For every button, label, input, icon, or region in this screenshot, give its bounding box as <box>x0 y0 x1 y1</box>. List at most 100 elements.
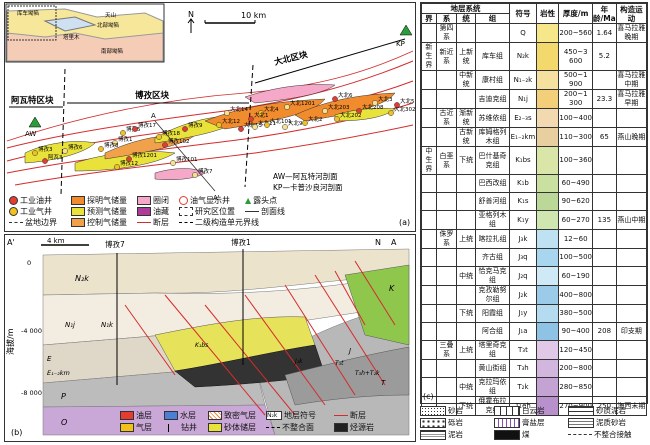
strat-tectonic: 印支期 <box>615 322 648 341</box>
block-label-boz: 博孜区块 <box>135 90 170 101</box>
strat-jie <box>421 174 437 193</box>
outcrop-kp-icon <box>399 24 413 36</box>
strat-jie <box>421 108 437 128</box>
legend-oil-trap: 油藏 <box>137 206 169 217</box>
legend-trap-label: 圈闭 <box>153 196 169 205</box>
unit-t: T <box>381 379 386 387</box>
strat-lith-cell <box>535 304 560 323</box>
strat-age <box>591 248 617 267</box>
well-marker <box>322 108 328 114</box>
strat-thickness: 110~300 <box>558 127 593 147</box>
well-marker <box>132 126 138 132</box>
strat-symbol: J₁y <box>508 304 537 323</box>
strat-thickness: 100~500 <box>558 248 593 267</box>
strat-tectonic <box>615 359 648 378</box>
unit-n1k: N₁k <box>101 321 114 329</box>
well-label: 博孜3 <box>38 145 53 153</box>
well-bz7-label: 博孜7 <box>105 239 125 249</box>
strat-jie <box>421 229 437 249</box>
well-label: 大北1 <box>254 111 269 119</box>
legend-study: 研究区位置 <box>179 206 235 217</box>
strat-tectonic: 海西末期 <box>615 396 648 416</box>
panel-a-label: (a) <box>399 218 410 227</box>
strat-symbol: J₂q <box>508 266 537 286</box>
block-label-dabei: 大北区块 <box>273 49 309 68</box>
source-swatch <box>334 423 348 432</box>
strat-row: 中统 克拉玛依组 T₂k 280~850 <box>421 377 648 397</box>
strat-zu: 恰克马克组 <box>474 266 510 286</box>
legend-oil-layer-label: 油层 <box>136 411 152 420</box>
strat-table: 地层系统 符号 岩性 厚度/m 年龄/Ma 构造运动 界 系 统 组 第四系 Q 2… <box>421 3 648 416</box>
legend-show: 油气显示井 <box>179 195 230 206</box>
strat-row: 阿合组 J₁a 90~400 208 印支期 <box>421 322 648 341</box>
legend-sand-label: 砂体储层 <box>224 423 256 432</box>
strat-row: 克孜勒努尔组 J₂k 400~800 <box>421 285 648 305</box>
section-fault-icon <box>334 415 348 416</box>
strat-age <box>591 304 617 323</box>
strat-xi <box>435 266 458 286</box>
th-tong: 统 <box>456 13 476 24</box>
legend-unit-label: 二级构造单元界线 <box>195 218 259 227</box>
oil-layer-swatch <box>120 411 134 420</box>
note-aw: AW—阿瓦特河剖面 <box>273 171 338 181</box>
north-arrow-icon <box>187 18 195 33</box>
legend-unit: 二级构造单元界线 <box>179 217 259 228</box>
legend-explore-label: 探明气储量 <box>87 196 127 205</box>
well-marker <box>98 146 104 152</box>
explore-gas-area-2 <box>294 92 396 122</box>
map-legend: 工业油井 探明气储量 圈闭 油气显示井 ▲ 露头点 工业气井 预测气储量 油藏 研… <box>9 195 339 229</box>
unit-n1j: N₁j <box>65 321 75 329</box>
well-marker <box>394 102 400 108</box>
strat-lith-cell <box>535 42 560 71</box>
lith-sandy-mud: 砂质泥岩 <box>568 405 626 416</box>
legend-sand: 砂体储层 <box>208 422 256 433</box>
muddy-sand-swatch <box>568 417 594 428</box>
well-marker <box>334 116 340 122</box>
legend-source: 烃源岩 <box>334 422 374 433</box>
strat-thickness: 120~450 <box>558 340 593 360</box>
legend-tight: 致密气层 <box>208 410 256 421</box>
lith-coal-label: 煤 <box>522 430 530 439</box>
explore-swatch <box>71 196 85 205</box>
strat-thickness: 90~400 <box>558 322 593 341</box>
well-label: 博孜6 <box>68 143 83 151</box>
legend-tight-label: 致密气层 <box>224 411 256 420</box>
strat-jie <box>421 210 437 230</box>
lith-dolomite-label: 白云岩 <box>522 406 545 415</box>
strat-lith-cell <box>535 192 560 211</box>
strat-tong <box>456 210 476 230</box>
legend-water-layer: 水层 <box>164 410 196 421</box>
strat-lith-cell <box>535 377 560 397</box>
strat-symbol: J₃q <box>508 248 537 267</box>
well-label: 博孜1 <box>118 135 133 143</box>
strat-age <box>591 192 617 211</box>
map-svg: 库车坳陷 天山 北部坳陷 南部坳陷 塔里木 N 10 km 阿瓦特区块 <box>5 3 416 227</box>
strat-row: 吉迪克组 N₁j 200~1 300 23.3 喜马拉雅早期 <box>421 89 648 109</box>
legend-oil-layer: 油层 <box>120 410 152 421</box>
well-label: 博孜1201 <box>132 151 157 159</box>
strat-age <box>591 359 617 378</box>
unit-n2k: N₂k <box>75 274 89 283</box>
th-lith: 岩性 <box>535 3 560 24</box>
legend-control-label: 控制气储量 <box>87 218 127 227</box>
outcrop-kp-label: KP <box>396 40 405 48</box>
strat-thickness: 280~850 <box>558 377 593 397</box>
strat-row: 黄山街组 T₃h 200~800 <box>421 359 648 378</box>
strat-zu: 库姆格列木组 <box>474 127 510 147</box>
strat-age: 1.64 <box>591 23 617 43</box>
strat-tong <box>456 322 476 341</box>
strat-tong: 上统 <box>456 340 476 360</box>
strat-thickness: 90~620 <box>558 192 593 211</box>
lith-sandstone: 砂岩 <box>420 405 463 416</box>
strat-age: 135 <box>591 210 617 230</box>
strat-symbol: N₂k <box>508 42 537 71</box>
well-marker <box>258 110 264 116</box>
strat-tong: 中统 <box>456 377 476 397</box>
strat-row: 古近系 渐新统 苏维依组 E₂₋₃s 100~400 <box>421 108 648 128</box>
strat-xi <box>435 89 458 109</box>
legend-unconf-label: 不整合面 <box>282 423 314 432</box>
well-marker <box>182 126 188 132</box>
strat-zu: 巴什基奇克组 <box>474 146 510 175</box>
lith-mudstone: 泥岩 <box>420 429 463 440</box>
strat-zu <box>474 23 510 43</box>
